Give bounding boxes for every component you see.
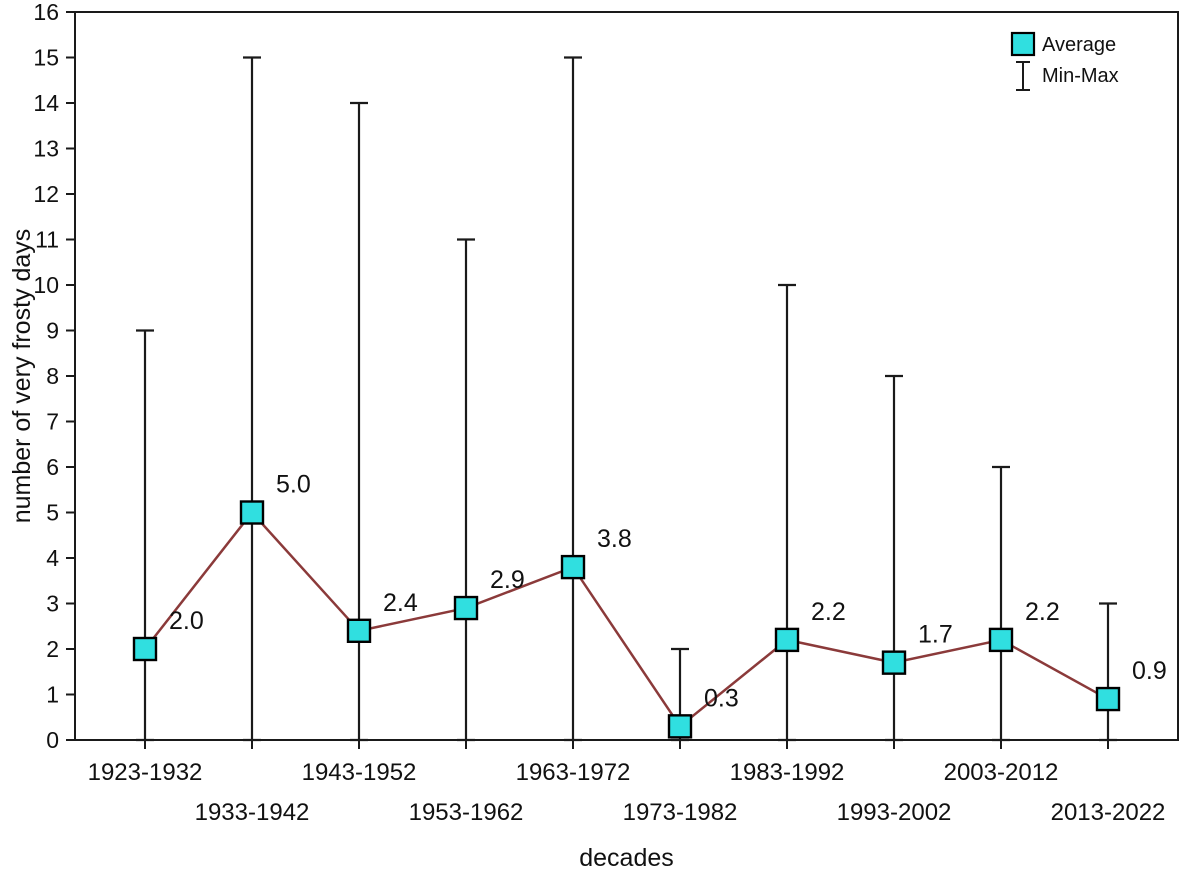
min-max-error-bar	[992, 465, 1010, 742]
x-axis-category-label: 1963-1972	[516, 759, 631, 786]
value-label: 0.3	[704, 684, 739, 712]
average-marker	[453, 595, 479, 621]
legend-minmax-glyph-icon	[1016, 61, 1030, 91]
y-axis-tick-label: 15	[33, 45, 59, 71]
legend-average-marker-icon	[1010, 31, 1036, 57]
value-label: 2.4	[383, 589, 418, 617]
y-axis-tick-label: 9	[46, 318, 59, 344]
average-marker	[774, 627, 800, 653]
value-label: 2.2	[1025, 598, 1060, 626]
y-axis-tick-label: 14	[33, 90, 59, 116]
x-axis-category-label: 1953-1962	[409, 799, 524, 826]
y-axis-tick-label: 1	[46, 682, 59, 708]
y-axis-tick-label: 3	[46, 591, 59, 617]
y-axis-tick-label: 0	[46, 727, 59, 753]
x-axis-category-label: 1923-1932	[88, 759, 203, 786]
y-axis-tick-label: 16	[33, 0, 59, 25]
y-axis-tick-label: 13	[33, 136, 59, 162]
x-axis-title: decades	[579, 844, 674, 872]
y-axis-tick-label: 4	[46, 545, 59, 571]
value-label: 1.7	[918, 621, 953, 649]
value-label: 2.9	[490, 566, 525, 594]
x-axis-category-label: 1973-1982	[623, 799, 738, 826]
y-axis-tick-label: 5	[46, 500, 59, 526]
min-max-error-bar	[136, 329, 154, 742]
y-axis-tick-label: 6	[46, 454, 59, 480]
x-axis-category-label: 2013-2022	[1051, 799, 1166, 826]
min-max-error-bar	[243, 56, 261, 742]
legend: Average Min-Max	[1010, 31, 1119, 91]
y-axis-tick-label: 2	[46, 636, 59, 662]
min-max-error-bar	[885, 374, 903, 742]
min-max-error-bar	[564, 56, 582, 742]
average-marker	[560, 554, 586, 580]
value-label: 2.2	[811, 598, 846, 626]
x-axis-category-label: 1993-2002	[837, 799, 952, 826]
min-max-error-bar	[778, 283, 796, 742]
y-axis-tick-label: 11	[35, 227, 59, 253]
min-max-error-bar	[1099, 602, 1117, 742]
average-marker	[239, 500, 265, 525]
average-marker	[881, 650, 907, 675]
value-label: 0.9	[1132, 657, 1167, 685]
x-axis-category-label: 1933-1942	[195, 799, 310, 826]
y-axis-tick-label: 7	[46, 409, 59, 435]
min-max-error-bar	[457, 238, 475, 742]
y-axis-title: number of very frosty days	[8, 229, 36, 524]
average-marker	[1095, 686, 1121, 712]
average-marker	[988, 627, 1014, 653]
average-marker	[667, 714, 693, 739]
x-axis-category-label: 1983-1992	[730, 759, 845, 786]
average-marker	[346, 618, 372, 643]
legend-average-label: Average	[1042, 34, 1116, 56]
y-axis-tick-label: 8	[46, 363, 59, 389]
value-label: 2.0	[169, 607, 204, 635]
y-axis-tick-label: 12	[33, 181, 59, 207]
x-axis-category-label: 1943-1952	[302, 759, 417, 786]
value-label: 5.0	[276, 471, 311, 499]
value-label: 3.8	[597, 525, 632, 553]
average-marker	[132, 636, 158, 662]
average-line	[144, 510, 1109, 729]
min-max-error-bar	[350, 101, 368, 742]
y-axis-tick-label: 10	[33, 272, 59, 298]
legend-minmax-label: Min-Max	[1042, 65, 1119, 87]
x-axis-category-label: 2003-2012	[944, 759, 1059, 786]
